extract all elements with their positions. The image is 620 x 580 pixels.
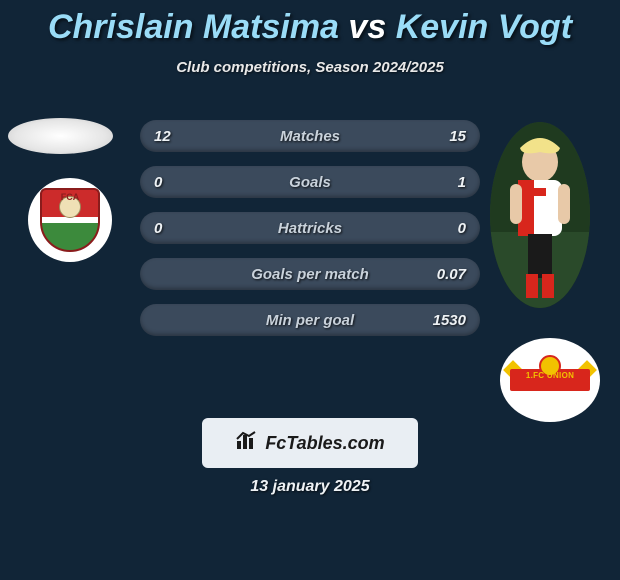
stat-row-hattricks: 0 Hattricks 0 [140, 212, 480, 244]
stats-table: 12 Matches 15 0 Goals 1 0 Hattricks 0 Go… [140, 120, 480, 350]
fca-text: FCA [61, 192, 80, 202]
stat-right-value: 1 [458, 174, 466, 191]
date-label: 13 january 2025 [250, 478, 369, 496]
player2-name: Kevin Vogt [396, 8, 572, 46]
stat-row-matches: 12 Matches 15 [140, 120, 480, 152]
player2-avatar-svg [490, 122, 590, 308]
branding-label: FcTables.com [265, 433, 384, 454]
stat-left-value: 0 [154, 220, 162, 237]
stat-right-value: 0 [458, 220, 466, 237]
player1-name: Chrislain Matsima [48, 8, 339, 46]
stat-row-goals-per-match: Goals per match 0.07 [140, 258, 480, 290]
stat-right-value: 15 [449, 128, 466, 145]
subtitle: Club competitions, Season 2024/2025 [0, 59, 620, 76]
stat-label: Goals [289, 174, 331, 191]
stat-left-value: 12 [154, 128, 171, 145]
stat-label: Min per goal [266, 312, 354, 329]
stat-left-value: 0 [154, 174, 162, 191]
player2-avatar [490, 122, 590, 308]
branding-box: FcTables.com [202, 418, 418, 468]
stat-label: Hattricks [278, 220, 342, 237]
player1-avatar-placeholder [8, 118, 113, 154]
stat-label: Goals per match [251, 266, 369, 283]
vs-separator: vs [348, 8, 386, 46]
stat-row-goals: 0 Goals 1 [140, 166, 480, 198]
union-badge: 1.FC UNION [510, 357, 590, 403]
union-text: 1.FC UNION [510, 371, 590, 380]
stat-right-value: 1530 [433, 312, 466, 329]
stat-label: Matches [280, 128, 340, 145]
stat-right-value: 0.07 [437, 266, 466, 283]
fca-badge: FCA [40, 188, 100, 252]
player2-club-badge: 1.FC UNION [500, 338, 600, 422]
fctables-icon [235, 431, 259, 456]
comparison-title: Chrislain Matsima vs Kevin Vogt [0, 0, 620, 47]
player1-club-badge: FCA [28, 178, 112, 262]
stat-row-min-per-goal: Min per goal 1530 [140, 304, 480, 336]
